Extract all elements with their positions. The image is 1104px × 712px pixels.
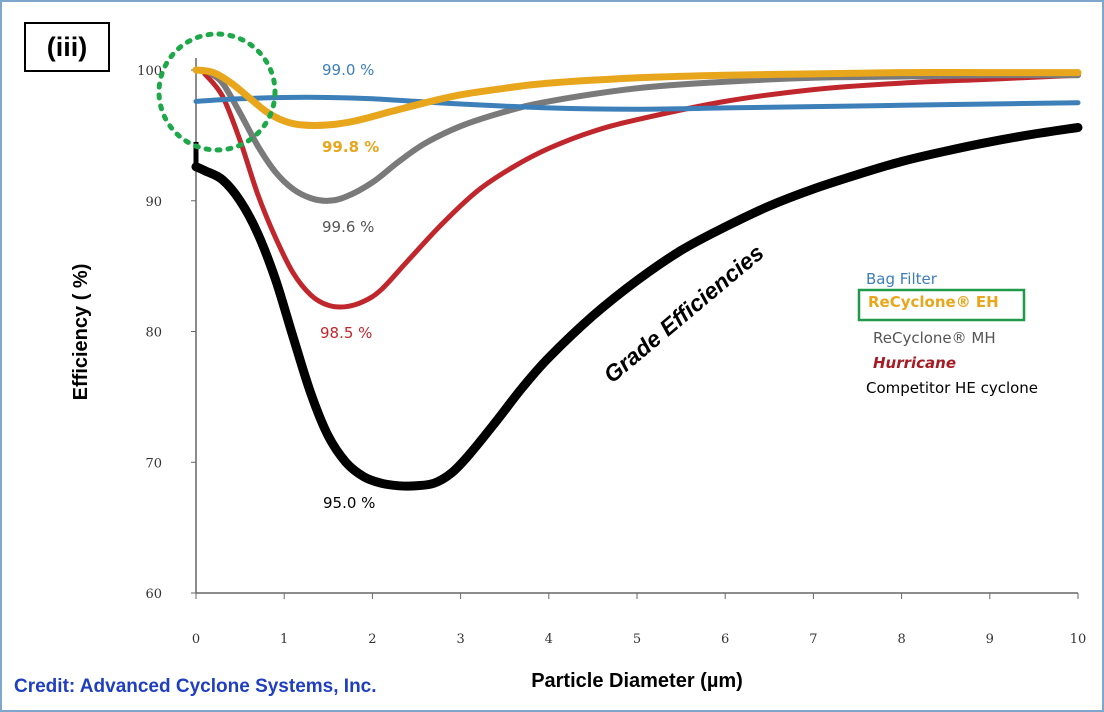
y-tick-label: 100: [137, 64, 162, 79]
y-axis-title: Efficiency ( %): [70, 264, 92, 401]
legend: Bag Filter ReCyclone® EH ReCyclone® MH Hurr…: [857, 270, 1038, 397]
legend-recyclone-mh: ReCyclone® MH: [873, 329, 996, 347]
hurricane-line: [202, 71, 1081, 310]
x-tick-label: 5: [633, 632, 641, 647]
y-tick-label: 80: [145, 326, 162, 341]
recyclone-mh-value-label: 99.6 %: [322, 218, 374, 236]
competitor-he-cyclone-line: [191, 123, 1083, 491]
bag-filter-value-label: 99.0 %: [322, 61, 374, 79]
x-tick-label: 8: [897, 632, 905, 647]
y-tick-label: 70: [145, 456, 162, 471]
hurricane-value-label: 98.5 %: [320, 324, 372, 342]
x-tick-label: 1: [280, 632, 288, 647]
legend-competitor-he-cyclone: Competitor HE cyclone: [866, 379, 1038, 397]
recyclone-eh-value-label: 99.8 %: [322, 138, 379, 156]
competitor-value-label: 95.0 %: [323, 494, 375, 512]
y-axis-ticks: 60 70 80 90 100: [137, 64, 196, 602]
x-axis-ticks: 0 1 2 3 4 5 6 7 8 9 10: [192, 593, 1086, 647]
annotation-text: Grade Efficiencies: [599, 239, 769, 388]
highlight-circle: [156, 31, 278, 153]
legend-highlight-box: [857, 288, 1026, 322]
x-axis-title: Particle Diameter (µm): [531, 670, 743, 692]
x-tick-label: 4: [545, 632, 553, 647]
x-tick-label: 10: [1070, 632, 1087, 647]
y-tick-label: 60: [145, 587, 162, 602]
x-tick-label: 6: [721, 632, 729, 647]
x-tick-label: 7: [809, 632, 817, 647]
y-tick-label: 90: [145, 195, 162, 210]
legend-hurricane: Hurricane: [873, 354, 956, 372]
legend-bag-filter: Bag Filter: [866, 270, 938, 288]
series-labels: 99.0 % 99.8 % 99.6 % 98.5 % 95.0 %: [320, 61, 379, 512]
legend-recyclone-eh: ReCyclone® EH: [868, 293, 999, 311]
x-tick-label: 3: [456, 632, 464, 647]
series-layer: [191, 66, 1083, 491]
recyclone-eh-line: [192, 66, 1082, 129]
x-tick-label: 0: [192, 632, 200, 647]
x-tick-label: 9: [986, 632, 994, 647]
credit-text: Credit: Advanced Cyclone Systems, Inc.: [14, 676, 377, 697]
recyclone-mh-line: [206, 69, 1081, 204]
panel-label: (iii): [24, 22, 110, 72]
x-tick-label: 2: [368, 632, 376, 647]
bag-filter-line: [193, 94, 1081, 112]
